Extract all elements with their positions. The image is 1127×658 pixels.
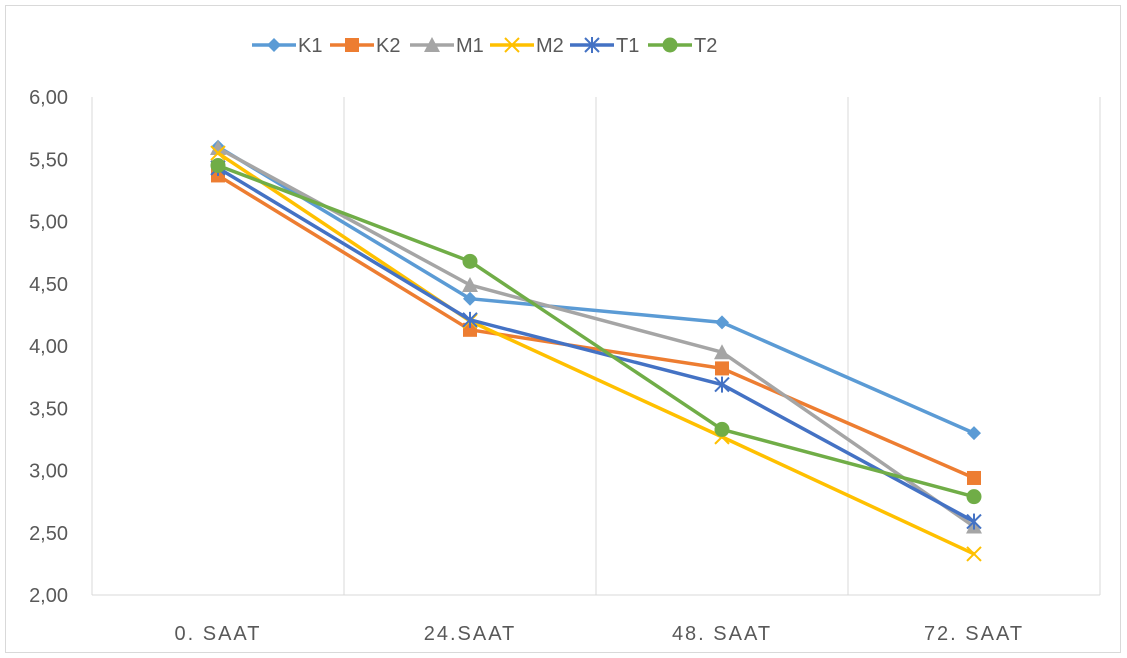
data-point-m1 <box>714 344 730 360</box>
legend-item-k1: K1 <box>252 35 322 57</box>
data-point-k2 <box>715 361 729 376</box>
data-point-k2 <box>463 322 477 337</box>
x-tick-label: 24.SAAT <box>424 623 517 645</box>
x-tick-label: 48. SAAT <box>672 623 772 645</box>
series-line-m1 <box>217 146 975 528</box>
legend-item-t2: T2 <box>648 35 717 57</box>
legend-item-k2: K2 <box>330 35 400 57</box>
legend-marker <box>267 38 281 52</box>
y-tick-label: 5,50 <box>29 149 68 171</box>
y-tick-label: 3,00 <box>29 461 68 483</box>
series-group <box>210 139 982 562</box>
chart-frame <box>5 5 1121 653</box>
legend-marker <box>424 37 440 52</box>
legend-marker <box>662 37 678 53</box>
data-point-t1 <box>714 376 730 393</box>
series-line-t1 <box>217 166 975 524</box>
data-point-t1 <box>462 311 478 328</box>
legend-label: K1 <box>298 35 322 57</box>
data-point-t2 <box>714 421 730 437</box>
series-line-t2 <box>217 163 975 499</box>
x-tick-label: 0. SAAT <box>175 623 262 645</box>
legend-marker <box>504 37 520 53</box>
legend-item-m1: M1 <box>410 35 484 57</box>
legend-label: T2 <box>694 35 717 57</box>
data-point-t2 <box>462 253 478 269</box>
y-tick-label: 2,00 <box>29 585 68 607</box>
data-point-k2 <box>967 470 981 485</box>
y-tick-label: 3,50 <box>29 398 68 420</box>
x-axis: 0. SAAT 24.SAAT 48. SAAT 72. SAAT <box>92 594 1100 645</box>
legend-label: T1 <box>616 35 639 57</box>
legend: K1 K2 M1 M2 T1 T2 <box>252 35 717 57</box>
x-tick-label: 72. SAAT <box>924 623 1024 645</box>
legend-marker <box>584 37 600 53</box>
data-point-m1 <box>210 140 226 156</box>
legend-label: M2 <box>536 35 564 57</box>
data-point-t1 <box>966 513 982 530</box>
data-point-t2 <box>210 157 226 173</box>
legend-item-t1: T1 <box>570 35 639 57</box>
series-line-m2 <box>217 151 975 556</box>
y-tick-label: 4,50 <box>29 274 68 296</box>
legend-label: M1 <box>456 35 484 57</box>
data-point-k1 <box>463 291 477 306</box>
data-point-m2 <box>210 145 226 161</box>
data-point-t2 <box>966 489 982 505</box>
y-tick-label: 4,00 <box>29 336 68 358</box>
y-tick-label: 6,00 <box>29 87 68 109</box>
data-point-m1 <box>462 276 478 292</box>
y-tick-label: 2,50 <box>29 523 68 545</box>
y-axis: 2,00 2,50 3,00 3,50 4,00 4,50 5,00 5,50 6,00 <box>29 87 93 607</box>
data-point-k1 <box>967 426 981 441</box>
series-line-k1 <box>217 145 975 435</box>
data-point-k1 <box>715 315 729 330</box>
data-point-m2 <box>966 546 982 562</box>
legend-item-m2: M2 <box>490 35 564 57</box>
legend-label: K2 <box>376 35 400 57</box>
series-line-k2 <box>217 173 975 480</box>
y-tick-label: 5,00 <box>29 212 68 234</box>
legend-marker <box>345 38 359 52</box>
